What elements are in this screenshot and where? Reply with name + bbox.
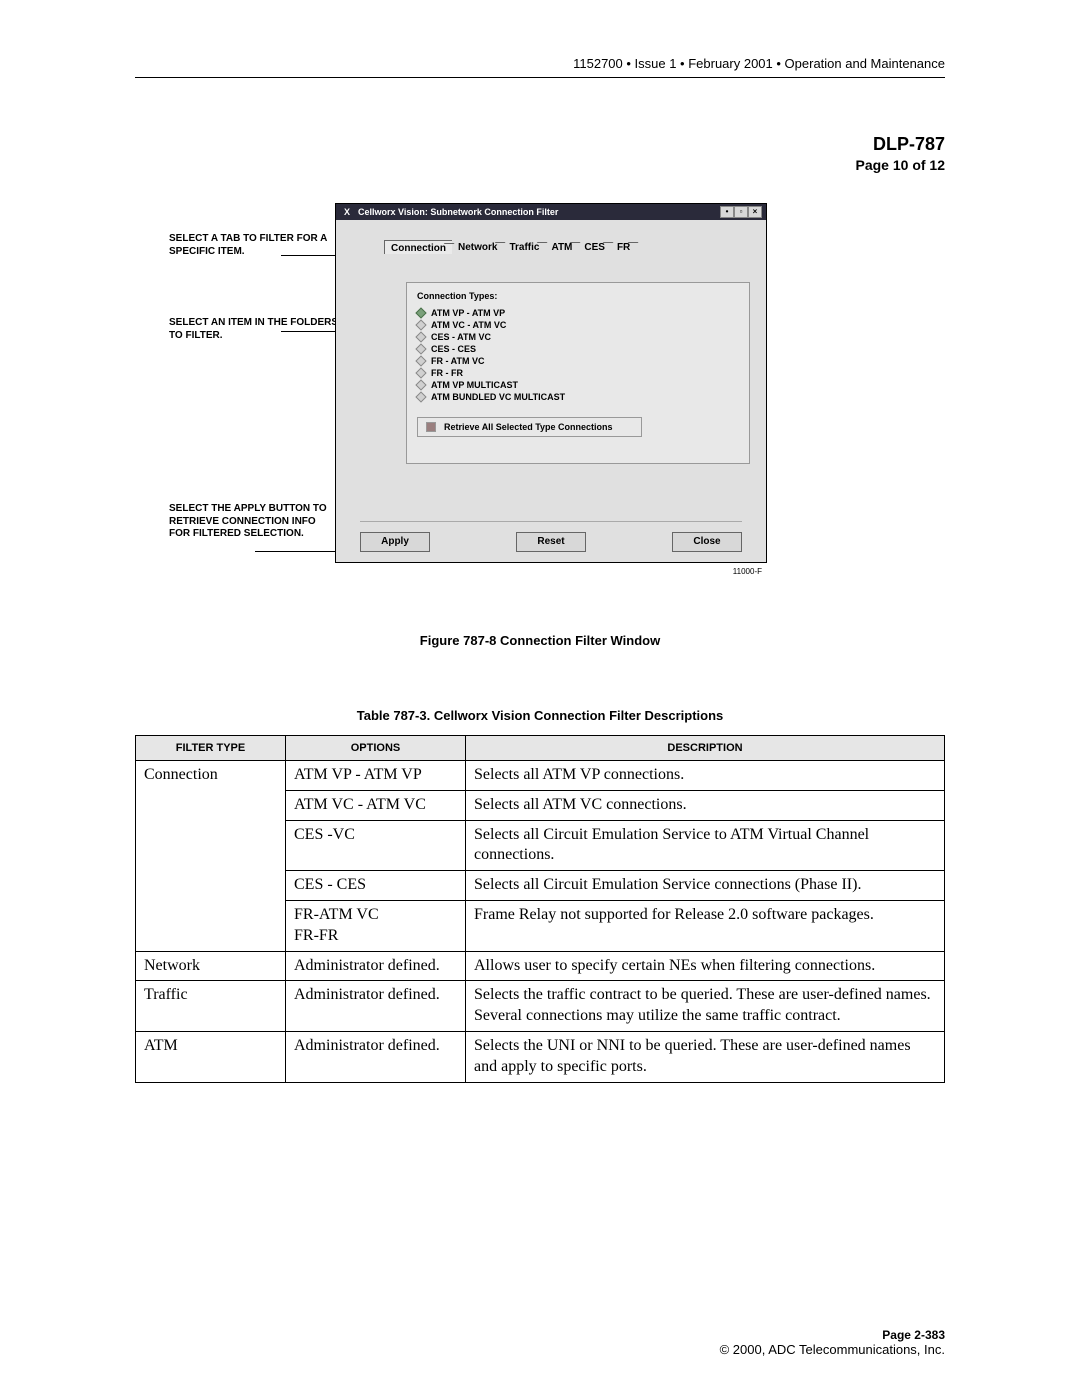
conn-type-label: ATM VC - ATM VC xyxy=(431,320,506,330)
conn-type-label: ATM BUNDLED VC MULTICAST xyxy=(431,392,565,402)
diamond-icon xyxy=(415,379,426,390)
app-window: X Cellworx Vision: Subnetwork Connection… xyxy=(335,203,767,563)
tab-traffic[interactable]: Traffic xyxy=(503,240,545,254)
tab-connection[interactable]: Connection xyxy=(384,240,452,254)
th-description: DESCRIPTION xyxy=(466,736,945,761)
cell-filter-type: Connection xyxy=(136,761,286,952)
callout-items: SELECT AN ITEM IN THE FOLDERS TO FILTER. xyxy=(169,317,339,342)
panel-label: Connection Types: xyxy=(417,291,739,301)
table-row: Traffic Administrator defined. Selects t… xyxy=(136,981,945,1032)
minimize-icon[interactable]: • xyxy=(720,206,734,218)
tab-ces[interactable]: CES xyxy=(578,240,611,254)
cell-filter-type: Traffic xyxy=(136,981,286,1032)
dlp-title: DLP-787 xyxy=(135,134,945,155)
conn-type-item[interactable]: CES - ATM VC xyxy=(417,331,739,343)
diamond-icon xyxy=(415,319,426,330)
diamond-icon xyxy=(415,343,426,354)
window-title: Cellworx Vision: Subnetwork Connection F… xyxy=(354,207,720,217)
retrieve-box[interactable]: Retrieve All Selected Type Connections xyxy=(417,417,642,437)
cell-options: ATM VC - ATM VC xyxy=(286,790,466,820)
footer: Page 2-383 © 2000, ADC Telecommunication… xyxy=(720,1328,945,1357)
tab-atm[interactable]: ATM xyxy=(545,240,578,254)
apply-button[interactable]: Apply xyxy=(360,532,430,552)
cell-description: Selects all ATM VC connections. xyxy=(466,790,945,820)
diamond-icon xyxy=(415,355,426,366)
close-icon[interactable]: × xyxy=(748,206,762,218)
cell-description: Selects all ATM VP connections. xyxy=(466,761,945,791)
callout-apply: SELECT THE APPLY BUTTON TO RETRIEVE CONN… xyxy=(169,503,339,541)
conn-type-label: ATM VP MULTICAST xyxy=(431,380,518,390)
diamond-icon xyxy=(415,367,426,378)
conn-type-item[interactable]: ATM VP MULTICAST xyxy=(417,379,739,391)
cell-description: Selects all Circuit Emulation Service to… xyxy=(466,820,945,871)
connection-types-panel: Connection Types: ATM VP - ATM VP ATM VC… xyxy=(406,282,750,464)
conn-type-label: FR - FR xyxy=(431,368,463,378)
titlebar-x-icon[interactable]: X xyxy=(340,207,354,217)
diamond-icon xyxy=(415,307,426,318)
th-filter-type: FILTER TYPE xyxy=(136,736,286,761)
button-row: Apply Reset Close xyxy=(360,521,742,552)
cell-options: ATM VP - ATM VP xyxy=(286,761,466,791)
conn-type-item[interactable]: FR - FR xyxy=(417,367,739,379)
filter-descriptions-table: FILTER TYPE OPTIONS DESCRIPTION Connecti… xyxy=(135,735,945,1083)
cell-options: CES -VC xyxy=(286,820,466,871)
cell-description: Selects the traffic contract to be queri… xyxy=(466,981,945,1032)
figure-caption: Figure 787-8 Connection Filter Window xyxy=(135,633,945,648)
retrieve-label: Retrieve All Selected Type Connections xyxy=(444,422,613,432)
cell-options: Administrator defined. xyxy=(286,1031,466,1082)
cell-description: Allows user to specify certain NEs when … xyxy=(466,951,945,981)
footer-copyright: © 2000, ADC Telecommunications, Inc. xyxy=(720,1342,945,1357)
cell-options: FR-ATM VC FR-FR xyxy=(286,900,466,951)
cell-options: CES - CES xyxy=(286,871,466,901)
conn-type-item[interactable]: CES - CES xyxy=(417,343,739,355)
diamond-icon xyxy=(415,331,426,342)
table-row: Connection ATM VP - ATM VP Selects all A… xyxy=(136,761,945,791)
retrieve-checkbox[interactable] xyxy=(426,422,436,432)
conn-type-label: FR - ATM VC xyxy=(431,356,485,366)
diamond-icon xyxy=(415,391,426,402)
reset-button[interactable]: Reset xyxy=(516,532,586,552)
table-row: Network Administrator defined. Allows us… xyxy=(136,951,945,981)
tabs-row: Connection Network Traffic ATM CES FR xyxy=(336,220,766,254)
cell-filter-type: Network xyxy=(136,951,286,981)
conn-type-item[interactable]: ATM BUNDLED VC MULTICAST xyxy=(417,391,739,403)
cell-options: Administrator defined. xyxy=(286,951,466,981)
cell-options: Administrator defined. xyxy=(286,981,466,1032)
header-rule xyxy=(135,77,945,78)
conn-type-item[interactable]: FR - ATM VC xyxy=(417,355,739,367)
figure-code: 11000-F xyxy=(733,567,762,576)
cell-description: Frame Relay not supported for Release 2.… xyxy=(466,900,945,951)
tab-fr[interactable]: FR xyxy=(611,240,636,254)
figure-wrap: SELECT A TAB TO FILTER FOR A SPECIFIC IT… xyxy=(135,203,945,623)
tab-network[interactable]: Network xyxy=(452,240,503,254)
cell-filter-type: ATM xyxy=(136,1031,286,1082)
cell-description: Selects the UNI or NNI to be queried. Th… xyxy=(466,1031,945,1082)
header-text: 1152700 • Issue 1 • February 2001 • Oper… xyxy=(135,56,945,77)
cell-description: Selects all Circuit Emulation Service co… xyxy=(466,871,945,901)
footer-page: Page 2-383 xyxy=(720,1328,945,1342)
table-caption: Table 787-3. Cellworx Vision Connection … xyxy=(135,708,945,723)
table-row: ATM Administrator defined. Selects the U… xyxy=(136,1031,945,1082)
page-indicator: Page 10 of 12 xyxy=(135,157,945,173)
conn-type-label: CES - CES xyxy=(431,344,476,354)
th-options: OPTIONS xyxy=(286,736,466,761)
conn-type-label: ATM VP - ATM VP xyxy=(431,308,505,318)
conn-type-label: CES - ATM VC xyxy=(431,332,491,342)
close-button[interactable]: Close xyxy=(672,532,742,552)
titlebar: X Cellworx Vision: Subnetwork Connection… xyxy=(336,204,766,220)
maximize-icon[interactable]: ▫ xyxy=(734,206,748,218)
conn-type-item[interactable]: ATM VP - ATM VP xyxy=(417,307,739,319)
conn-type-item[interactable]: ATM VC - ATM VC xyxy=(417,319,739,331)
